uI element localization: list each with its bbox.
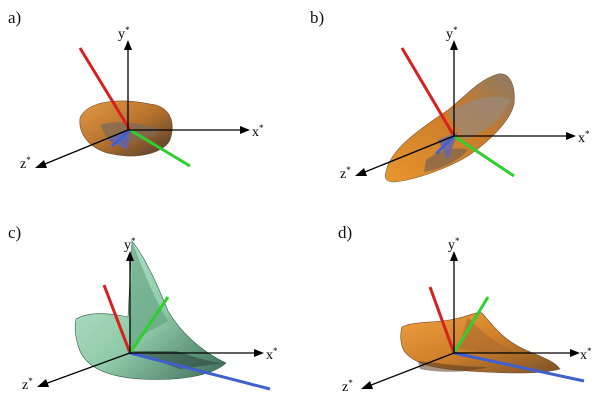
red-axis-d: [428, 286, 456, 354]
panel-a-figure: y* x* z*: [20, 25, 264, 172]
panel-label-c: c): [8, 223, 22, 242]
blue-axis-b: [434, 134, 456, 156]
red-axis-b: [400, 47, 456, 137]
panel-b-figure: y* x* z*: [340, 25, 590, 183]
y-label-d: y*: [448, 236, 460, 253]
z-label-b: z*: [340, 165, 351, 182]
panel-label-b: b): [310, 8, 325, 27]
z-axis-d: [365, 352, 455, 388]
red-axis-c: [102, 284, 132, 354]
panel-label-d: d): [338, 223, 353, 242]
panel-b: b) y* x* z*: [298, 0, 596, 201]
y-label-c: y*: [124, 236, 136, 253]
green-axis-a: [129, 128, 191, 168]
blue-axis-d: [453, 351, 585, 383]
blue-axis-a: [111, 128, 131, 148]
x-label-c: x*: [266, 346, 278, 363]
z-label-c: z*: [22, 376, 33, 393]
y-label-b: y*: [446, 25, 458, 42]
green-axis-c: [128, 296, 170, 354]
x-label-b: x*: [578, 129, 590, 146]
z-axis-c: [41, 352, 131, 386]
z-label-d: z*: [342, 378, 353, 395]
green-axis-d: [452, 296, 490, 354]
blue-axis-c: [129, 351, 271, 391]
panel-d: d) y* x* z*: [298, 201, 596, 402]
panel-a: a) y* x* z*: [0, 0, 298, 201]
panel-c-figure: y* x* z*: [22, 236, 278, 393]
panel-label-a: a): [8, 8, 22, 27]
z-axis-b: [359, 135, 455, 175]
red-axis-a: [78, 47, 132, 131]
z-label-a: z*: [20, 155, 31, 172]
panel-c: c) y* x* z*: [0, 201, 298, 402]
panel-d-figure: y* x* z*: [342, 236, 592, 395]
y-label-a: y*: [118, 25, 130, 42]
z-axis-a: [39, 129, 129, 167]
green-axis-b: [453, 134, 515, 178]
x-label-a: x*: [252, 123, 264, 140]
x-label-d: x*: [580, 346, 592, 363]
